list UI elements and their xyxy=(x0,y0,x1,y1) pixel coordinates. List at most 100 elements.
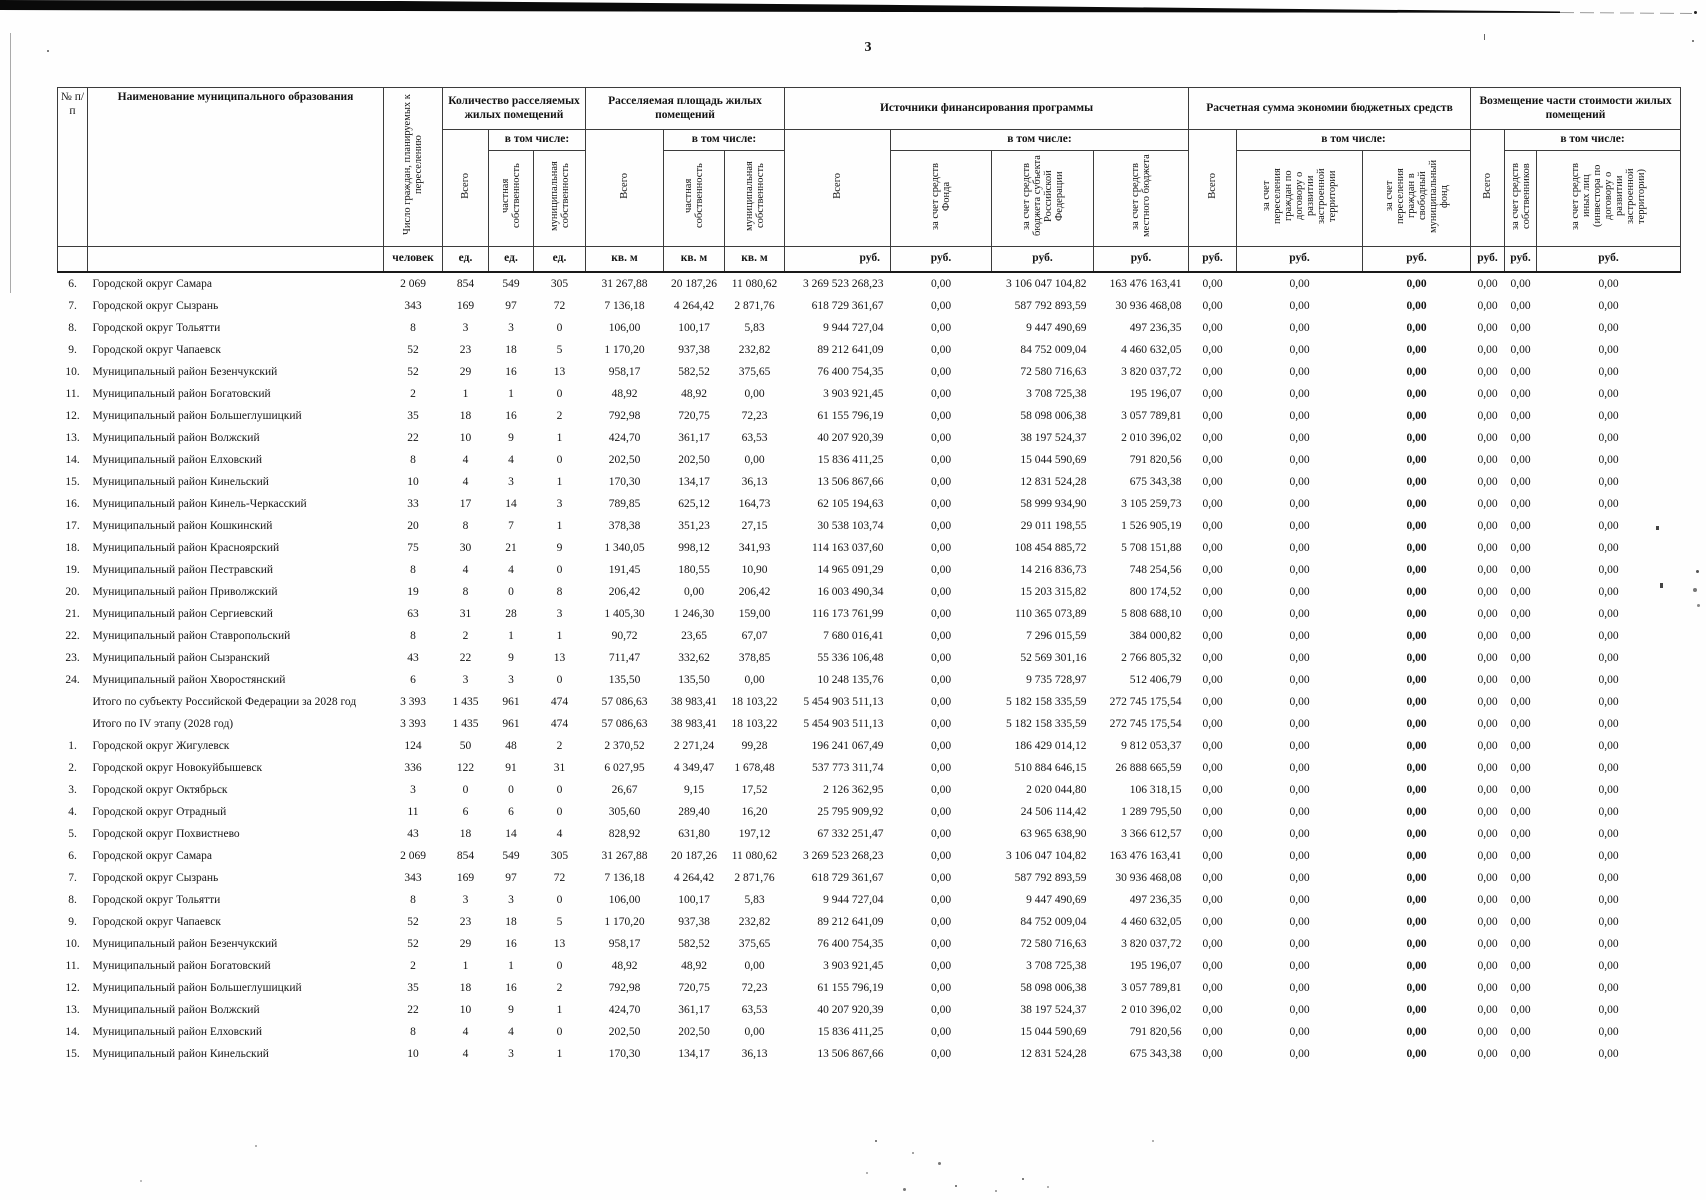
scan-noise xyxy=(1694,11,1697,14)
value-cell: 375,65 xyxy=(738,938,771,951)
value-cell: 8 xyxy=(410,630,416,643)
value-cell: 6 027,95 xyxy=(604,762,645,775)
value-cell: 48 xyxy=(505,740,517,753)
value-cell: 0 xyxy=(556,894,563,907)
value-cell: 937,38 xyxy=(678,344,710,357)
value-cell: 40 207 920,39 xyxy=(817,432,884,445)
value-cell: 22 xyxy=(459,652,472,665)
value-cell: 31 267,88 xyxy=(601,278,648,291)
municipality-name-cell: Городской округ Отрадный xyxy=(92,806,227,819)
value-cell: 0,00 xyxy=(930,850,952,863)
value-cell: 0,00 xyxy=(1406,454,1427,467)
value-cell: 195 196,07 xyxy=(1129,388,1182,401)
row-number-cell: 12. xyxy=(65,982,80,995)
value-cell: 72 xyxy=(553,300,566,313)
unit-cell xyxy=(57,245,88,274)
header-incl-area: в том числе: xyxy=(663,129,785,151)
scan-noise xyxy=(255,1145,257,1147)
value-cell: 13 xyxy=(553,938,566,951)
vertical-label: за счет переселения граждан по договору … xyxy=(1261,168,1339,224)
value-cell: 28 xyxy=(505,608,517,621)
value-cell: 0,00 xyxy=(1510,520,1531,533)
value-cell: 1 289 795,50 xyxy=(1121,806,1182,819)
vertical-label: Всего xyxy=(460,172,471,199)
value-cell: 100,17 xyxy=(678,894,710,907)
value-cell: 0,00 xyxy=(1598,564,1619,577)
value-cell: 1 xyxy=(556,1004,563,1017)
value-cell: 0,00 xyxy=(1289,520,1310,533)
row-number-cell: 10. xyxy=(65,366,80,379)
value-cell: 7 296 015,59 xyxy=(1026,630,1087,643)
value-cell: 30 538 103,74 xyxy=(817,520,884,533)
value-cell: 0,00 xyxy=(1598,806,1619,819)
municipality-name-cell: Муниципальный район Кинельский xyxy=(92,476,269,489)
table-row: 8. Городской округ Тольятти 8 3 3 0 106,00 100,… xyxy=(58,889,1681,911)
value-cell: 0,00 xyxy=(930,520,952,533)
value-cell: 4 xyxy=(462,476,469,489)
municipality-name-cell: Городской округ Октябрьск xyxy=(92,784,228,797)
row-number-cell: 21. xyxy=(65,608,80,621)
value-cell: 11 080,62 xyxy=(731,850,778,863)
value-cell: 30 936 468,08 xyxy=(1115,300,1182,313)
header-cell-financing-total: Всего xyxy=(784,129,891,247)
value-cell: 2 xyxy=(556,982,563,995)
value-cell: 63 xyxy=(407,608,419,621)
value-cell: 10 xyxy=(459,1004,472,1017)
value-cell: 18 xyxy=(459,410,472,423)
value-cell: 16 xyxy=(505,982,517,995)
value-cell: 4 xyxy=(556,828,563,841)
value-cell: 0,00 xyxy=(1477,762,1498,775)
value-cell: 0,00 xyxy=(1406,432,1427,445)
value-cell: 937,38 xyxy=(678,916,710,929)
value-cell: 43 xyxy=(407,828,419,841)
header-cell-financing-fund: за счет средств Фонда xyxy=(890,150,992,247)
value-cell: 0,00 xyxy=(1510,586,1531,599)
value-cell: 0,00 xyxy=(1289,652,1310,665)
value-cell: 961 xyxy=(502,718,520,731)
value-cell: 0,00 xyxy=(930,278,952,291)
value-cell: 0,00 xyxy=(1202,344,1223,357)
value-cell: 272 745 175,54 xyxy=(1109,718,1182,731)
value-cell: 0,00 xyxy=(1406,850,1427,863)
header-cell-savings-free: за счет переселения граждан в свободный … xyxy=(1362,150,1472,247)
value-cell: 0,00 xyxy=(1598,454,1619,467)
value-cell: 2 271,24 xyxy=(673,740,715,753)
value-cell: 29 xyxy=(459,366,472,379)
value-cell: 0,00 xyxy=(1477,322,1498,335)
value-cell: 343 xyxy=(404,872,422,885)
value-cell: 13 506 867,66 xyxy=(817,1048,884,1061)
value-cell: 1 678,48 xyxy=(734,762,775,775)
value-cell: 0,00 xyxy=(1598,762,1619,775)
unit-cell: ед. xyxy=(442,245,489,274)
row-number-cell: 9. xyxy=(68,344,77,357)
vertical-label: за счет средств местного бюджета xyxy=(1130,154,1152,238)
value-cell: 0,00 xyxy=(1289,630,1310,643)
value-cell: 232,82 xyxy=(738,344,771,357)
table-row: 4. Городской округ Отрадный 11 6 6 0 305,60 289… xyxy=(58,801,1681,823)
value-cell: 134,17 xyxy=(678,1048,710,1061)
value-cell: 170,30 xyxy=(608,1048,641,1061)
value-cell: 0,00 xyxy=(1598,586,1619,599)
value-cell: 0,00 xyxy=(1406,696,1427,709)
municipality-name-cell: Городской округ Тольятти xyxy=(92,894,221,907)
row-number-cell: 17. xyxy=(65,520,80,533)
table-row: 1. Городской округ Жигулевск 124 50 48 2 2 370… xyxy=(58,735,1681,757)
municipality-name-cell: Муниципальный район Богатовский xyxy=(92,388,271,401)
unit-cell: руб. xyxy=(991,245,1094,274)
header-group-compensation: Возмещение части стоимости жилых помещен… xyxy=(1470,87,1682,130)
value-cell: 0,00 xyxy=(1510,476,1531,489)
value-cell: 24 506 114,42 xyxy=(1020,806,1087,819)
value-cell: 16 xyxy=(505,366,517,379)
value-cell: 1 170,20 xyxy=(604,344,645,357)
row-number-cell: 6. xyxy=(68,278,77,291)
value-cell: 57 086,63 xyxy=(601,696,648,709)
value-cell: 163 476 163,41 xyxy=(1109,278,1182,291)
value-cell: 0,00 xyxy=(1598,388,1619,401)
unit-cell: кв. м xyxy=(663,245,725,274)
value-cell: 0,00 xyxy=(1406,344,1427,357)
value-cell: 0,00 xyxy=(1202,740,1223,753)
header-cell-units-municipal: муниципальная собственность xyxy=(533,150,586,247)
value-cell: 3 106 047 104,82 xyxy=(1006,278,1087,291)
value-cell: 0 xyxy=(556,674,563,687)
value-cell: 0,00 xyxy=(930,344,952,357)
